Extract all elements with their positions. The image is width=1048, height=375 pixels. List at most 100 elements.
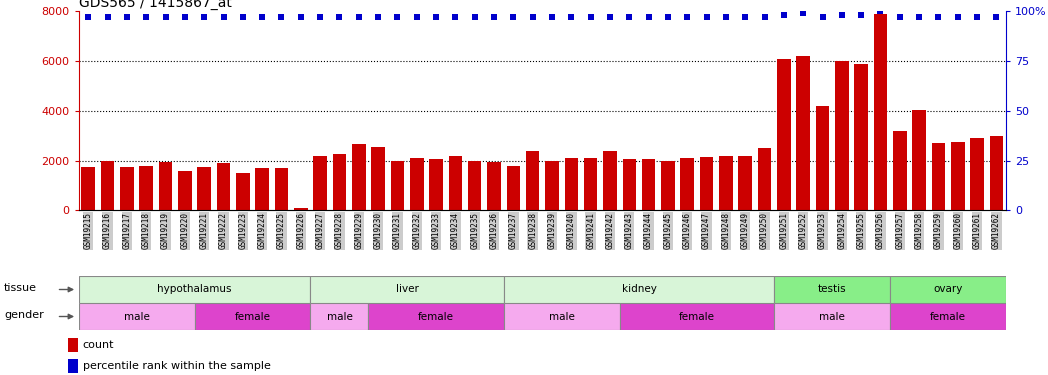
Point — [274, 14, 290, 20]
Point — [718, 14, 735, 20]
Point — [930, 14, 946, 20]
Point — [370, 14, 387, 20]
Bar — [719, 156, 733, 210]
Text: GSM19240: GSM19240 — [567, 212, 575, 249]
Text: GSM19246: GSM19246 — [682, 212, 692, 249]
Bar — [545, 160, 559, 210]
Bar — [700, 157, 714, 210]
Point — [620, 14, 637, 20]
Bar — [294, 208, 307, 210]
Point — [814, 14, 831, 20]
Point — [583, 14, 599, 20]
Point — [833, 12, 850, 18]
Bar — [623, 159, 636, 210]
Bar — [313, 156, 327, 210]
Bar — [526, 151, 540, 210]
Point — [757, 14, 773, 20]
Text: GSM19258: GSM19258 — [915, 212, 923, 249]
Point — [892, 14, 909, 20]
Text: ovary: ovary — [934, 285, 963, 294]
Point — [215, 14, 232, 20]
Text: GSM19238: GSM19238 — [528, 212, 538, 249]
Text: male: male — [124, 312, 150, 321]
Bar — [739, 156, 752, 210]
Point — [118, 14, 135, 20]
Bar — [310, 276, 504, 303]
Bar — [641, 159, 655, 210]
Text: GSM19228: GSM19228 — [335, 212, 344, 249]
Text: hypothalamus: hypothalamus — [157, 285, 232, 294]
Text: GSM19218: GSM19218 — [141, 212, 151, 249]
Bar — [391, 160, 405, 210]
Text: male: male — [820, 312, 845, 321]
Bar — [874, 14, 888, 210]
Text: GSM19230: GSM19230 — [373, 212, 383, 249]
Text: GSM19256: GSM19256 — [876, 212, 885, 249]
Bar — [197, 167, 211, 210]
Bar — [310, 303, 369, 330]
Text: GSM19261: GSM19261 — [973, 212, 982, 249]
Text: GSM19229: GSM19229 — [354, 212, 364, 249]
Text: GSM19248: GSM19248 — [721, 212, 730, 249]
Text: GSM19216: GSM19216 — [103, 212, 112, 249]
Bar — [774, 276, 890, 303]
Point — [853, 12, 870, 18]
Bar — [835, 61, 849, 210]
Text: GSM19252: GSM19252 — [799, 212, 808, 249]
Bar — [778, 58, 790, 210]
Bar — [854, 63, 868, 210]
Bar — [796, 56, 810, 210]
Point — [254, 14, 270, 20]
Bar — [101, 160, 114, 210]
Text: GSM19233: GSM19233 — [432, 212, 440, 249]
Bar — [195, 303, 310, 330]
Point — [776, 12, 792, 18]
Bar — [79, 303, 195, 330]
Point — [138, 14, 155, 20]
Text: GSM19239: GSM19239 — [547, 212, 556, 249]
Text: GSM19232: GSM19232 — [412, 212, 421, 249]
Text: GSM19224: GSM19224 — [258, 212, 266, 249]
Point — [659, 14, 676, 20]
Point — [968, 14, 985, 20]
Bar — [410, 158, 423, 210]
Text: GSM19243: GSM19243 — [625, 212, 634, 249]
Point — [911, 14, 927, 20]
Point — [485, 14, 502, 20]
Text: GSM19235: GSM19235 — [471, 212, 479, 249]
Bar — [139, 166, 153, 210]
Bar — [504, 276, 774, 303]
Bar — [989, 136, 1003, 210]
Text: GSM19223: GSM19223 — [238, 212, 247, 249]
Text: GSM19260: GSM19260 — [954, 212, 962, 249]
Bar — [369, 303, 504, 330]
Point — [872, 8, 889, 14]
Text: GSM19220: GSM19220 — [180, 212, 190, 249]
Text: GSM19242: GSM19242 — [606, 212, 614, 249]
Bar — [236, 173, 249, 210]
Point — [196, 14, 213, 20]
Text: GSM19254: GSM19254 — [837, 212, 847, 249]
Bar — [468, 160, 481, 210]
Point — [563, 14, 580, 20]
Text: GSM19245: GSM19245 — [663, 212, 673, 249]
Bar — [619, 303, 774, 330]
Point — [176, 14, 193, 20]
Bar — [970, 138, 984, 210]
Text: GSM19234: GSM19234 — [451, 212, 460, 249]
Text: GSM19225: GSM19225 — [277, 212, 286, 249]
Bar — [680, 158, 694, 210]
Bar — [890, 276, 1006, 303]
Point — [602, 14, 618, 20]
Point — [331, 14, 348, 20]
Point — [698, 14, 715, 20]
Point — [524, 14, 541, 20]
Bar — [371, 147, 385, 210]
Text: GDS565 / 1415867_at: GDS565 / 1415867_at — [79, 0, 232, 10]
Point — [100, 14, 116, 20]
Text: GSM19244: GSM19244 — [645, 212, 653, 249]
Text: count: count — [83, 340, 114, 350]
Text: GSM19251: GSM19251 — [780, 212, 788, 249]
Bar — [178, 171, 192, 210]
Bar — [604, 151, 616, 210]
